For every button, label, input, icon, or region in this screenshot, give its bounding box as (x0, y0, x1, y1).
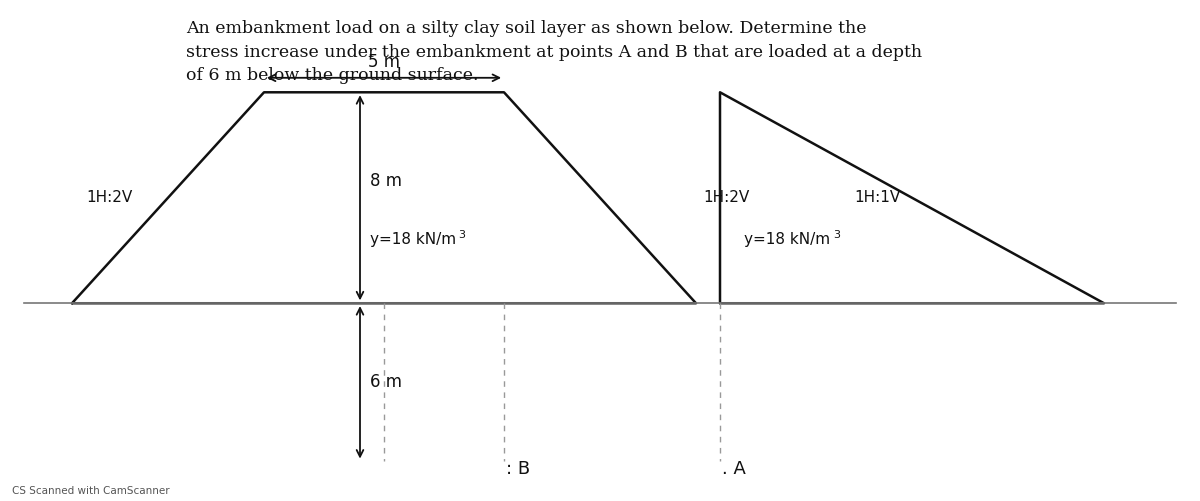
Text: : B: : B (506, 460, 530, 478)
Text: 3: 3 (458, 230, 466, 240)
Text: An embankment load on a silty clay soil layer as shown below. Determine the
stre: An embankment load on a silty clay soil … (186, 20, 922, 84)
Text: 1H:2V: 1H:2V (703, 190, 750, 205)
Text: y=18 kN/m: y=18 kN/m (744, 232, 830, 247)
Text: CS Scanned with CamScanner: CS Scanned with CamScanner (12, 486, 169, 496)
Text: 1H:2V: 1H:2V (86, 190, 133, 205)
Text: . A: . A (722, 460, 746, 478)
Text: 1H:1V: 1H:1V (854, 190, 901, 205)
Text: y=18 kN/m: y=18 kN/m (370, 232, 456, 247)
Text: 3: 3 (833, 230, 840, 240)
Text: 5 m: 5 m (368, 53, 400, 71)
Text: 8 m: 8 m (370, 172, 402, 190)
Text: 6 m: 6 m (370, 373, 402, 391)
